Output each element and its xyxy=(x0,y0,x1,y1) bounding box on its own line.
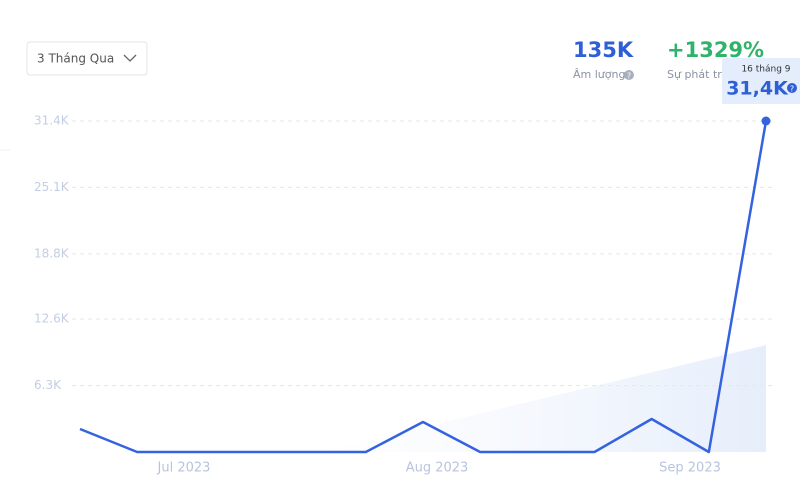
tooltip-value: 31,4K xyxy=(726,78,789,100)
x-tick-label: Jul 2023 xyxy=(157,461,211,476)
line xyxy=(79,120,768,454)
x-tick-label: Aug 2023 xyxy=(406,461,469,476)
tooltip xyxy=(722,58,800,104)
point xyxy=(761,116,771,126)
x-tick-label: Sep 2023 xyxy=(659,461,721,476)
trend-area xyxy=(320,345,766,452)
y-tick-label: 12.6K xyxy=(34,312,70,326)
help-icon-mark: ? xyxy=(790,85,794,94)
stat-label: Sự phát triển xyxy=(667,68,739,81)
y-tick-label: 25.1K xyxy=(34,180,70,194)
tooltip-date: 16 tháng 9 xyxy=(741,65,790,75)
help-icon[interactable] xyxy=(624,70,634,80)
range-select-label[interactable]: 3 Tháng Qua xyxy=(37,52,114,66)
y-tick-label: 31.4K xyxy=(34,114,70,128)
stat-value: 135K xyxy=(573,38,634,62)
stat-label: Âm lượng xyxy=(573,68,625,81)
help-icon[interactable] xyxy=(787,83,797,93)
y-tick-label: 6.3K xyxy=(34,378,62,392)
range-select[interactable] xyxy=(26,41,148,76)
chevron xyxy=(123,54,137,62)
help-icon-mark: ? xyxy=(627,72,631,81)
y-tick-label: 18.8K xyxy=(34,246,70,260)
